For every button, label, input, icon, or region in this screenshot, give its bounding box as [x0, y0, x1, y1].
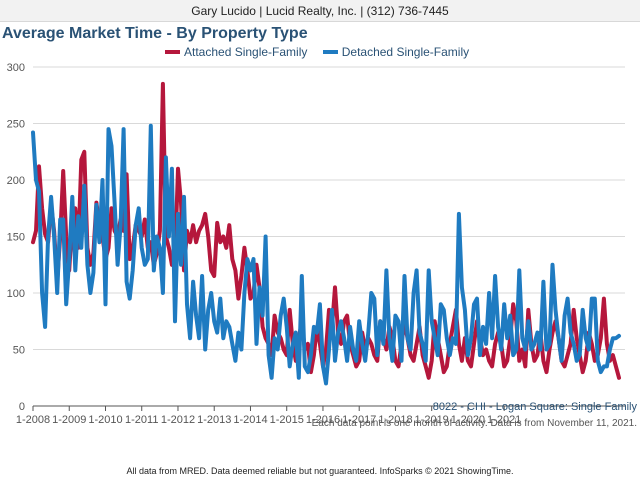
x-axis-ticks: 1-2008 1-2009 1-2010 1-2011 1-2012 1-2013 1-20… [16, 406, 521, 426]
x-tick-label: 1-2019 [415, 414, 449, 426]
legend-item-attached[interactable]: Attached Single-Family [165, 45, 307, 59]
x-tick-label: 1-2021 [487, 414, 521, 426]
x-tick-label: 1-2014 [233, 414, 267, 426]
agent-header: Gary Lucido | Lucid Realty, Inc. | (312)… [0, 0, 640, 22]
x-tick-label: 1-2008 [16, 414, 50, 426]
legend-label-detached: Detached Single-Family [341, 45, 470, 59]
series-line-attached [31, 81, 621, 380]
y-tick-label: 300 [7, 62, 25, 74]
data-note: Each data point is one month of activity… [311, 418, 637, 429]
y-tick-label: 200 [7, 175, 25, 187]
y-tick-label: 150 [7, 232, 25, 244]
legend-item-detached[interactable]: Detached Single-Family [322, 45, 470, 59]
y-tick-label: 100 [7, 288, 25, 300]
region-caption: 8022 - CHI - Logan Square: Single Family [432, 401, 637, 413]
x-tick-label: 1-2016 [306, 414, 340, 426]
x-tick-label: 1-2011 [125, 414, 158, 426]
footer-disclaimer: All data from MRED. Data deemed reliable… [126, 466, 514, 476]
y-tick-label: 50 [13, 345, 25, 357]
legend-swatch-detached [322, 49, 338, 54]
y-axis-ticks: 0 50 100 150 200 250 300 [7, 62, 25, 413]
chart-title: Average Market Time - By Property Type [2, 25, 308, 42]
chart-legend: Attached Single-Family Detached Single-F… [165, 45, 481, 59]
y-tick-label: 250 [7, 119, 25, 131]
legend-swatch-attached [165, 49, 180, 54]
x-tick-label: 1-2010 [88, 414, 122, 426]
legend-label-attached: Attached Single-Family [184, 45, 308, 59]
series-line-detached [31, 123, 621, 386]
x-tick-label: 1-2018 [378, 414, 412, 426]
x-tick-label: 1-2017 [342, 414, 376, 426]
x-tick-label: 1-2012 [161, 414, 195, 426]
x-tick-label: 1-2020 [451, 414, 485, 426]
x-tick-label: 1-2009 [52, 414, 86, 426]
x-tick-label: 1-2013 [197, 414, 231, 426]
x-tick-label: 1-2015 [270, 414, 304, 426]
y-tick-label: 0 [19, 401, 25, 413]
series-layer [31, 81, 621, 386]
